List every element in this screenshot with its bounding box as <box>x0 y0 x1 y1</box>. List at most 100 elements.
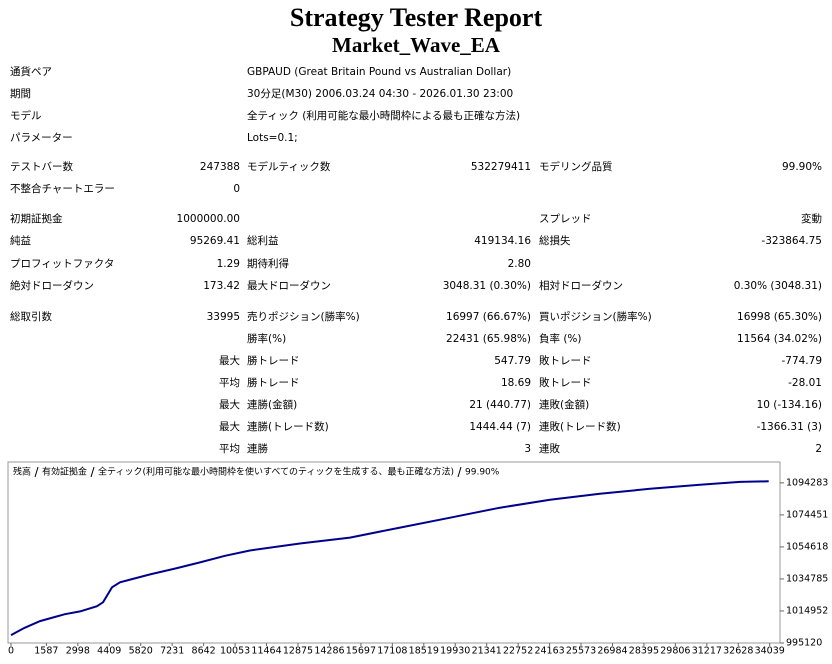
stat-label: 勝トレード <box>247 354 300 367</box>
stat-value: 95269.41 <box>190 235 240 247</box>
legend-separator <box>34 466 39 478</box>
info-label: モデル <box>10 109 42 122</box>
x-tick-label: 8642 <box>192 646 216 657</box>
stat-label: 連敗 <box>539 442 560 455</box>
x-tick-label: 25573 <box>566 646 596 657</box>
stat-value: 1000000.00 <box>177 213 240 225</box>
stat-value: -774.79 <box>781 355 822 367</box>
x-tick-label: 11464 <box>251 646 281 657</box>
stat-label: 連勝(金額) <box>247 398 297 411</box>
stat-label: 期待利得 <box>247 257 289 270</box>
info-label: 通貨ペア <box>10 65 52 78</box>
stat-value: 16997 (66.67%) <box>446 311 531 323</box>
stat-label: プロフィットファクタ <box>10 258 114 270</box>
stat-label: 連勝 <box>247 442 268 455</box>
stat-label: 敗トレード <box>539 354 592 367</box>
x-tick-label: 21341 <box>472 646 502 657</box>
legend-quality: 99.90% <box>465 468 500 478</box>
stat-label: 純益 <box>10 234 31 247</box>
stat-value: 532279411 <box>471 161 531 173</box>
stat-value: -323864.75 <box>761 235 822 247</box>
x-tick-label: 17108 <box>377 646 407 657</box>
stat-value: 2.80 <box>508 258 531 270</box>
stat-label: 売りポジション(勝率%) <box>247 310 360 323</box>
stat-label: 初期証拠金 <box>10 212 63 225</box>
stat-value: 最大 <box>219 398 240 411</box>
balance-line <box>10 480 769 636</box>
x-tick-label: 7231 <box>160 646 184 657</box>
stat-value: 最大 <box>219 420 240 433</box>
stat-value: 平均 <box>219 443 240 455</box>
stat-value: 18.69 <box>501 377 531 389</box>
y-tick-label: 1034785 <box>786 573 828 584</box>
legend-separator <box>457 466 462 478</box>
stat-value: 247388 <box>200 161 240 173</box>
info-label: パラメーター <box>10 132 73 144</box>
x-tick-label: 18519 <box>409 646 439 657</box>
x-tick-label: 28395 <box>629 646 659 657</box>
stat-label: 総取引数 <box>10 310 52 323</box>
stat-value: 173.42 <box>203 280 240 292</box>
stat-value: -1366.31 (3) <box>757 421 822 433</box>
x-tick-label: 4409 <box>97 646 121 657</box>
stat-value: 22431 (65.98%) <box>446 333 531 345</box>
y-tick-label: 1074451 <box>786 509 828 520</box>
stat-value: 1.29 <box>217 258 240 270</box>
y-tick-label: 1014952 <box>786 605 828 616</box>
stat-label: 総利益 <box>247 234 279 247</box>
stat-label: 不整合チャートエラー <box>10 182 115 195</box>
stat-value: 21 (440.77) <box>469 399 531 411</box>
stat-label: 勝率(%) <box>247 332 286 345</box>
x-tick-label: 24163 <box>534 646 564 657</box>
x-tick-label: 10053 <box>220 646 250 657</box>
info-value: 全ティック (利用可能な最小時間枠による最も正確な方法) <box>247 109 520 122</box>
y-tick-label: 1094283 <box>786 477 828 488</box>
stat-label: モデリング品質 <box>539 160 613 173</box>
stat-value: 99.90% <box>782 161 822 173</box>
chart-frame <box>7 461 781 644</box>
info-label: 期間 <box>10 88 31 100</box>
legend-balance: 残高 <box>13 466 31 478</box>
stat-label: 総損失 <box>539 234 571 247</box>
stat-value: 33995 <box>207 311 240 323</box>
x-tick-label: 34039 <box>755 646 785 657</box>
stat-value: 11564 (34.02%) <box>737 333 822 345</box>
stat-value: 419134.16 <box>474 235 531 247</box>
stat-label: 連敗(トレード数) <box>539 420 621 433</box>
stat-label: 連勝(トレード数) <box>247 420 329 433</box>
stat-value: 1444.44 (7) <box>469 421 531 433</box>
info-value: GBPAUD (Great Britain Pound vs Australia… <box>247 66 511 78</box>
y-tick-label: 995120 <box>786 638 822 649</box>
legend-equity: 有効証拠金 <box>42 466 87 478</box>
x-tick-label: 19930 <box>440 646 470 657</box>
stat-value: 547.79 <box>494 355 531 367</box>
stat-label: 最大ドローダウン <box>247 279 331 292</box>
stat-label: モデルティック数 <box>247 160 331 173</box>
stat-label: テストバー数 <box>10 160 73 173</box>
info-value: Lots=0.1; <box>247 132 298 144</box>
x-tick-label: 32628 <box>723 646 753 657</box>
stat-label: 勝トレード <box>247 376 300 389</box>
stat-label: 相対ドローダウン <box>539 279 623 292</box>
stat-value: 16998 (65.30%) <box>737 311 822 323</box>
report-title: Strategy Tester Report <box>290 3 543 32</box>
legend-separator <box>90 466 95 478</box>
x-tick-label: 31217 <box>692 646 722 657</box>
stat-value: 最大 <box>219 354 240 367</box>
stat-value: 平均 <box>219 377 240 389</box>
stat-label: 負率 (%) <box>539 332 582 345</box>
x-tick-label: 29806 <box>660 646 690 657</box>
stat-label: 買いポジション(勝率%) <box>539 310 652 323</box>
stat-value: 0 <box>233 183 240 195</box>
stat-label: 絶対ドローダウン <box>10 279 94 292</box>
x-tick-label: 1587 <box>34 646 58 657</box>
stat-value: 変動 <box>801 212 822 225</box>
stat-value: -28.01 <box>788 377 822 389</box>
x-tick-label: 2998 <box>66 646 90 657</box>
stat-value: 3 <box>524 443 531 455</box>
y-tick-label: 1054618 <box>786 541 828 552</box>
x-tick-label: 0 <box>8 646 14 657</box>
x-tick-label: 14286 <box>314 646 344 657</box>
legend-model: 全ティック(利用可能な最小時間枠を使いすべてのティックを生成する、最も正確な方法… <box>98 466 454 478</box>
